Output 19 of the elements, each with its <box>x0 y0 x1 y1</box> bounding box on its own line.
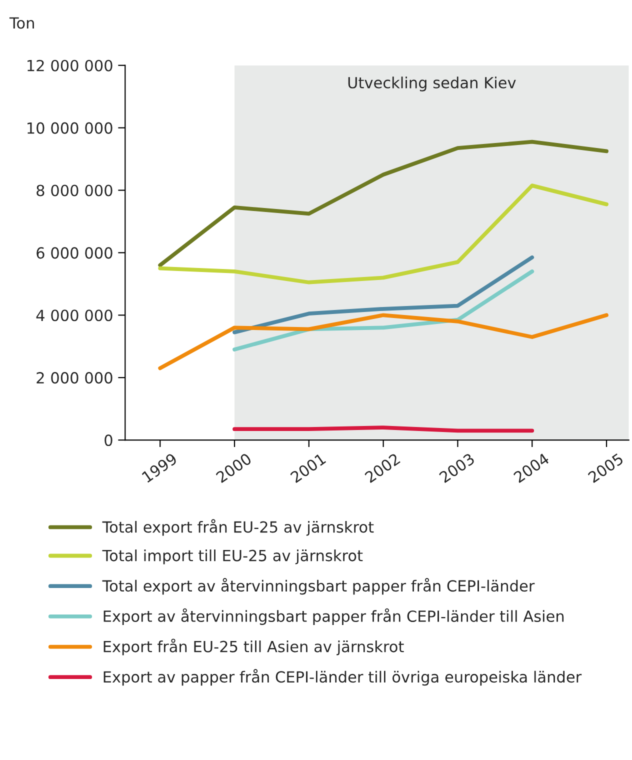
y-axis-title: Ton <box>9 17 34 29</box>
legend-label: Total export från EU-25 av järnskrot <box>102 519 374 536</box>
y-tick-label: 12 000 000 <box>28 60 112 72</box>
legend-label: Total export av återvinningsbart papper från CEPI-länder <box>102 578 535 595</box>
line-series <box>232 255 534 334</box>
legend-label: Export av återvinningsbart papper från CEPI-länder till Asien <box>104 608 564 625</box>
line-series <box>158 313 608 370</box>
y-tick-label: 8 000 000 <box>36 184 112 196</box>
line-series <box>158 184 608 284</box>
band-label: Utveckling sedan Kiev <box>348 76 516 92</box>
y-tick-label: 10 000 000 <box>28 122 112 134</box>
y-tick-label: 4 000 000 <box>36 310 112 322</box>
legend-label: Export från EU-25 till Asien av järnskrot <box>104 638 404 656</box>
y-tick-label: 6 000 000 <box>36 247 112 259</box>
legend-label: Export av papper från CEPI-länder till övriga europeiska länder <box>104 669 582 686</box>
legend-label: Total import till EU-25 av järnskrot <box>102 549 363 564</box>
y-tick-label: 0 <box>104 434 112 446</box>
line-series <box>158 140 608 268</box>
y-tick-label: 2 000 000 <box>36 372 112 384</box>
